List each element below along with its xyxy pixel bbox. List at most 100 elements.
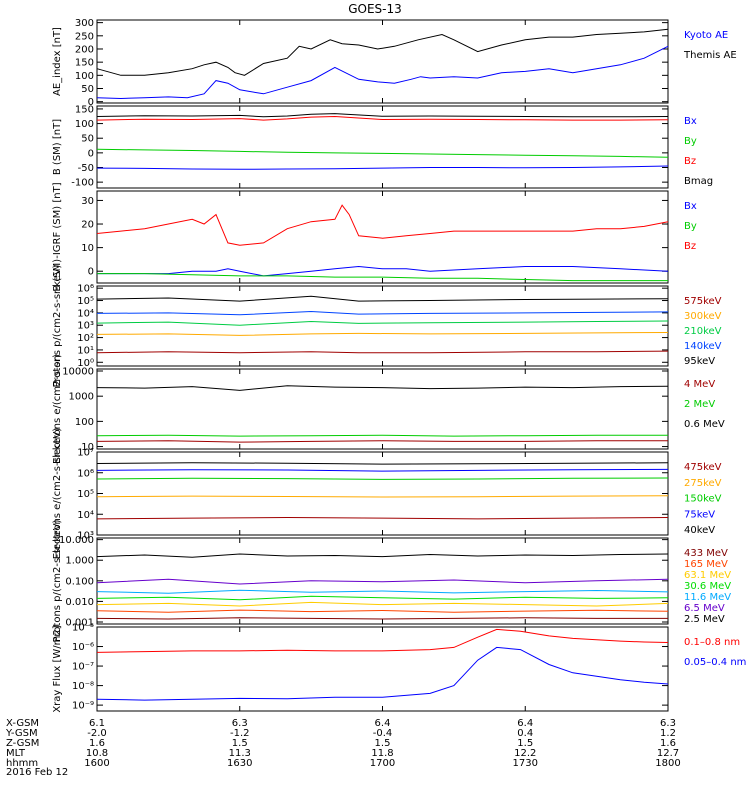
legend-entry: Bz — [684, 241, 696, 252]
series-line-by — [96, 148, 669, 158]
footer-value: -0.4 — [373, 728, 393, 739]
y-axis-label: Electrons e/(cm2-s-sr) — [52, 354, 63, 464]
panel-2: -100 -50 0 50 100 150 B (SM) [nT] Bx By Bz Bmag — [52, 104, 713, 188]
legend-entry: 40keV — [684, 525, 715, 536]
footer-value: 1.6 — [660, 738, 676, 749]
legend-entry: 11.6 MeV — [684, 592, 731, 603]
legend-entry: 275keV — [684, 478, 722, 489]
legend-entry: By — [684, 136, 697, 147]
footer-value: -2.0 — [87, 728, 107, 739]
footer-value: 11.3 — [229, 748, 251, 759]
series-line-165-mev — [96, 609, 669, 613]
footer: 2016 Feb 12 X-GSM 6.1 6.3 6.4 6.4 6.3 Y-GSM -2.… — [5, 718, 681, 778]
legend-entry: 2 MeV — [684, 399, 715, 410]
y-axis-label: Electrons e/(cm2-s-sr-keV) — [52, 428, 63, 560]
y-tick-label: 10⁻⁶ — [72, 642, 94, 653]
legend-entry: 475keV — [684, 462, 722, 473]
y-tick-label: 10³ — [77, 321, 94, 332]
footer-value: 11.8 — [371, 748, 393, 759]
footer-value: 1.5 — [517, 738, 533, 749]
y-axis-label: B (SM) [nT] — [52, 119, 63, 175]
legend-entry: Bx — [684, 116, 697, 127]
y-tick-label: 0.010 — [65, 597, 94, 608]
y-tick-label: 1.000 — [65, 556, 94, 567]
series-line-6-5-mev — [96, 578, 669, 585]
legend-entry: 2.5 MeV — [684, 614, 725, 625]
panel-3: 0 10 20 30 B (SM)-IGRF (SM) [nT] Bx By Bz — [52, 182, 697, 291]
y-axis-label: B (SM)-IGRF (SM) [nT] — [52, 182, 63, 291]
y-tick-label: 50 — [81, 134, 94, 145]
legend-entry: 0.6 MeV — [684, 419, 725, 430]
footer-value: -1.2 — [230, 728, 250, 739]
series-line-bz — [96, 204, 669, 246]
series-line-300kev — [96, 332, 669, 336]
y-axis-label: Xray Flux [W/m2] — [52, 625, 63, 712]
panel-8: 10⁻⁹ 10⁻⁸ 10⁻⁷ 10⁻⁶ 10⁻⁵ Xray Flux [W/m2] 0.1–… — [52, 623, 746, 713]
legend-entry: 0.05–0.4 nm — [684, 657, 746, 668]
legend-entry: 4 MeV — [684, 379, 715, 390]
legend-entry: By — [684, 221, 697, 232]
footer-value: 1.5 — [375, 738, 391, 749]
y-tick-label: 300 — [75, 18, 94, 29]
footer-value: 1700 — [370, 758, 395, 769]
legend-entry: Kyoto AE — [684, 30, 728, 41]
legend-entry: 75keV — [684, 509, 715, 520]
plot-title: GOES-13 — [348, 2, 402, 16]
legend-entry: 95keV — [684, 356, 715, 367]
legend-entry: 210keV — [684, 326, 722, 337]
footer-row-label: hhmm — [6, 758, 38, 769]
footer-value: 12.7 — [657, 748, 679, 759]
footer-value: 1.5 — [232, 738, 248, 749]
y-tick-label: 10000 — [62, 366, 94, 377]
y-tick-label: 10 — [81, 442, 94, 453]
legend-entry: 0.1–0.8 nm — [684, 637, 740, 648]
y-tick-label: 1000 — [69, 392, 94, 403]
y-tick-label: 10⁴ — [77, 510, 94, 521]
footer-row-label: X-GSM — [6, 718, 39, 729]
y-tick-label: 10⁴ — [77, 308, 94, 319]
series-line-210kev — [96, 320, 669, 326]
y-tick-label: 10⁶ — [77, 284, 94, 295]
panel-6: 10³ 10⁴ 10⁵ 10⁶ 10⁷ Electrons e/(cm2-s-sr-keV… — [52, 428, 722, 560]
y-tick-label: 150 — [75, 58, 94, 69]
y-tick-label: 0 — [88, 97, 94, 108]
series-line-bmag — [96, 113, 669, 118]
footer-value: 1800 — [655, 758, 680, 769]
series-line-bx — [97, 265, 669, 277]
legend-entry: Bz — [684, 156, 696, 167]
y-tick-label: 200 — [75, 44, 94, 55]
legend-entry: 140keV — [684, 341, 722, 352]
panel-frame — [96, 368, 669, 450]
legend-entry: 575keV — [684, 296, 722, 307]
y-tick-label: 10⁷ — [77, 448, 94, 459]
y-tick-label: 100 — [75, 119, 94, 130]
y-tick-label: 30 — [81, 196, 94, 207]
y-axis-label: Protons p/(cm2-s-sr-keV) — [52, 264, 63, 387]
y-tick-label: 10 — [81, 243, 94, 254]
footer-date: 2016 Feb 12 — [6, 767, 68, 778]
series-line-kyoto-ae — [96, 45, 669, 100]
footer-value: 6.1 — [89, 718, 105, 729]
legend-entry: 63.1 MeV — [684, 570, 731, 581]
footer-row-label: MLT — [6, 748, 26, 759]
y-tick-label: -50 — [78, 163, 94, 174]
series-line-0-1-0-8-nm — [96, 628, 669, 653]
panel-frame — [96, 285, 669, 367]
series-line-themis-ae — [96, 28, 669, 76]
series-line-30-6-mev — [96, 595, 669, 601]
y-tick-label: 10⁶ — [77, 468, 94, 479]
y-tick-label: 150 — [75, 104, 94, 115]
y-tick-label: 10⁵ — [77, 489, 94, 500]
legend-entry: 300keV — [684, 311, 722, 322]
y-tick-label: 10⁻⁹ — [72, 701, 94, 712]
footer-value: 6.4 — [375, 718, 391, 729]
y-tick-label: 10⁰ — [77, 358, 94, 369]
series-line-433-mev — [96, 617, 668, 620]
legend-entry: Bx — [684, 201, 697, 212]
footer-row-label: Z-GSM — [6, 738, 39, 749]
